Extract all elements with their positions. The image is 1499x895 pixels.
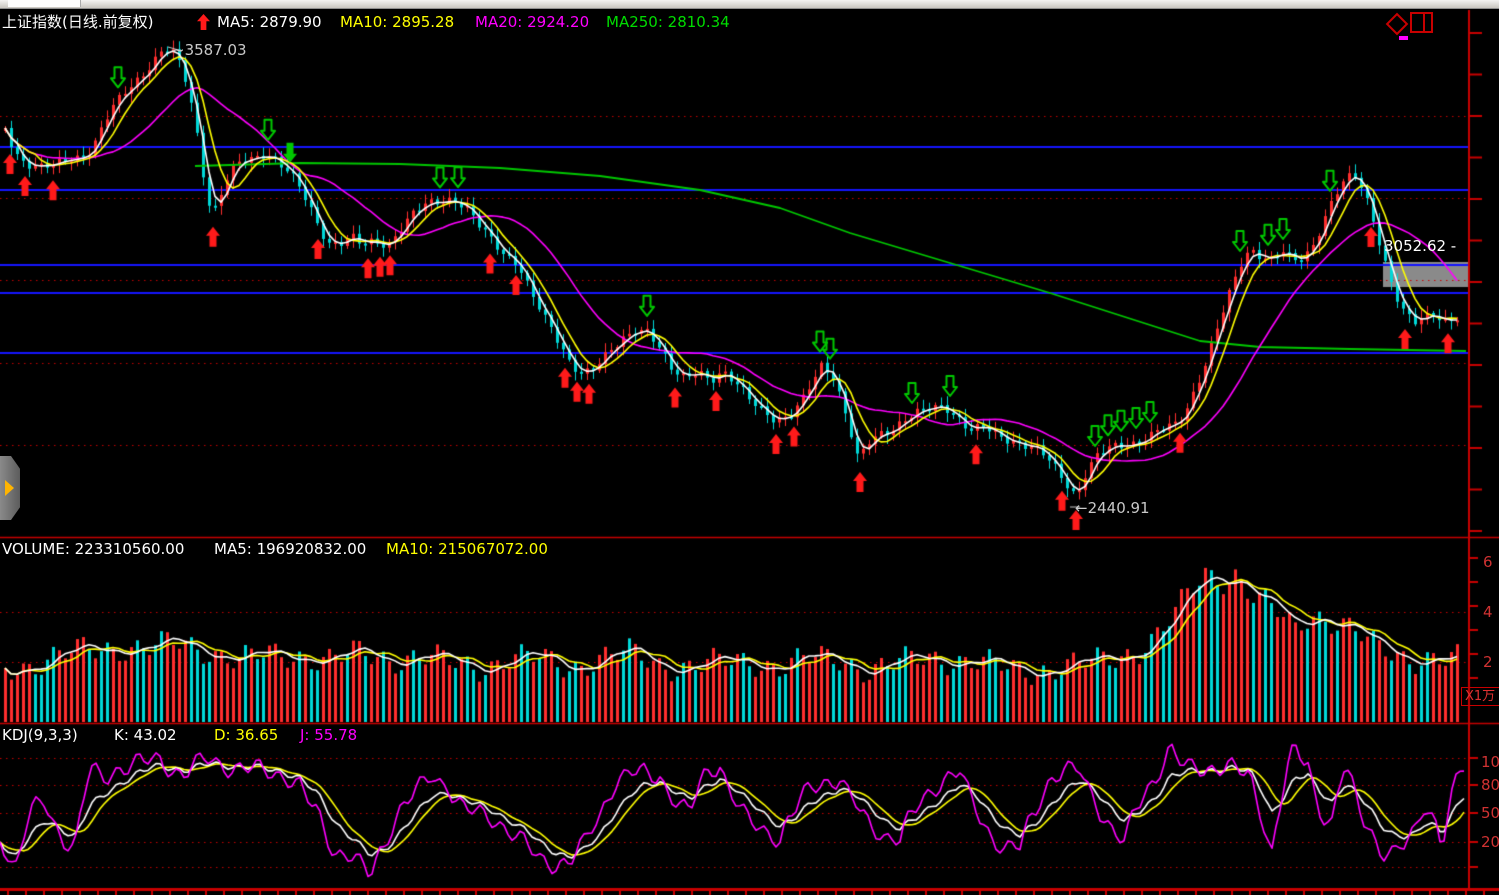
high-annotation: ~3587.03 — [172, 41, 247, 59]
volume-axis-tick-4: 4 — [1483, 603, 1493, 621]
split-window-icon[interactable] — [1410, 12, 1433, 33]
ma20-label: MA20: 2924.20 — [475, 13, 590, 31]
magenta-marker-icon — [1399, 36, 1408, 40]
volume-axis-tick-6: 6 — [1483, 553, 1493, 571]
volume-label: VOLUME: 223310560.00 — [2, 540, 185, 558]
volume-ma10-label: MA10: 215067072.00 — [386, 540, 548, 558]
ma10-label: MA10: 2895.28 — [340, 13, 455, 31]
expand-right-icon — [5, 480, 14, 496]
kdj-k-label: K: 43.02 — [114, 726, 177, 744]
volume-multiplier-badge: X1万 — [1461, 687, 1499, 706]
ma250-label: MA250: 2810.34 — [606, 13, 730, 31]
window-top-strip — [0, 0, 1499, 9]
kdj-d-label: D: 36.65 — [214, 726, 279, 744]
kdj-axis-tick-100: 100 — [1481, 753, 1499, 771]
window-tab[interactable] — [8, 0, 81, 7]
last-price-label: 3052.62 - — [1384, 237, 1457, 255]
kdj-axis-tick-50: 50 — [1481, 804, 1499, 822]
instrument-title: 上证指数(日线.前复权) — [2, 13, 154, 31]
volume-ma5-label: MA5: 196920832.00 — [214, 540, 367, 558]
volume-axis-tick-2: 2 — [1483, 653, 1493, 671]
low-annotation: ←2440.91 — [1075, 499, 1150, 517]
kdj-axis-tick-20: 20 — [1481, 833, 1499, 851]
sidebar-expand-handle[interactable] — [0, 456, 20, 520]
kdj-j-label: J: 55.78 — [300, 726, 358, 744]
kdj-title: KDJ(9,3,3) — [2, 726, 78, 744]
ma5-label: MA5: 2879.90 — [217, 13, 322, 31]
window-divider — [1423, 14, 1425, 31]
kdj-axis-tick-80: 80 — [1481, 776, 1499, 794]
